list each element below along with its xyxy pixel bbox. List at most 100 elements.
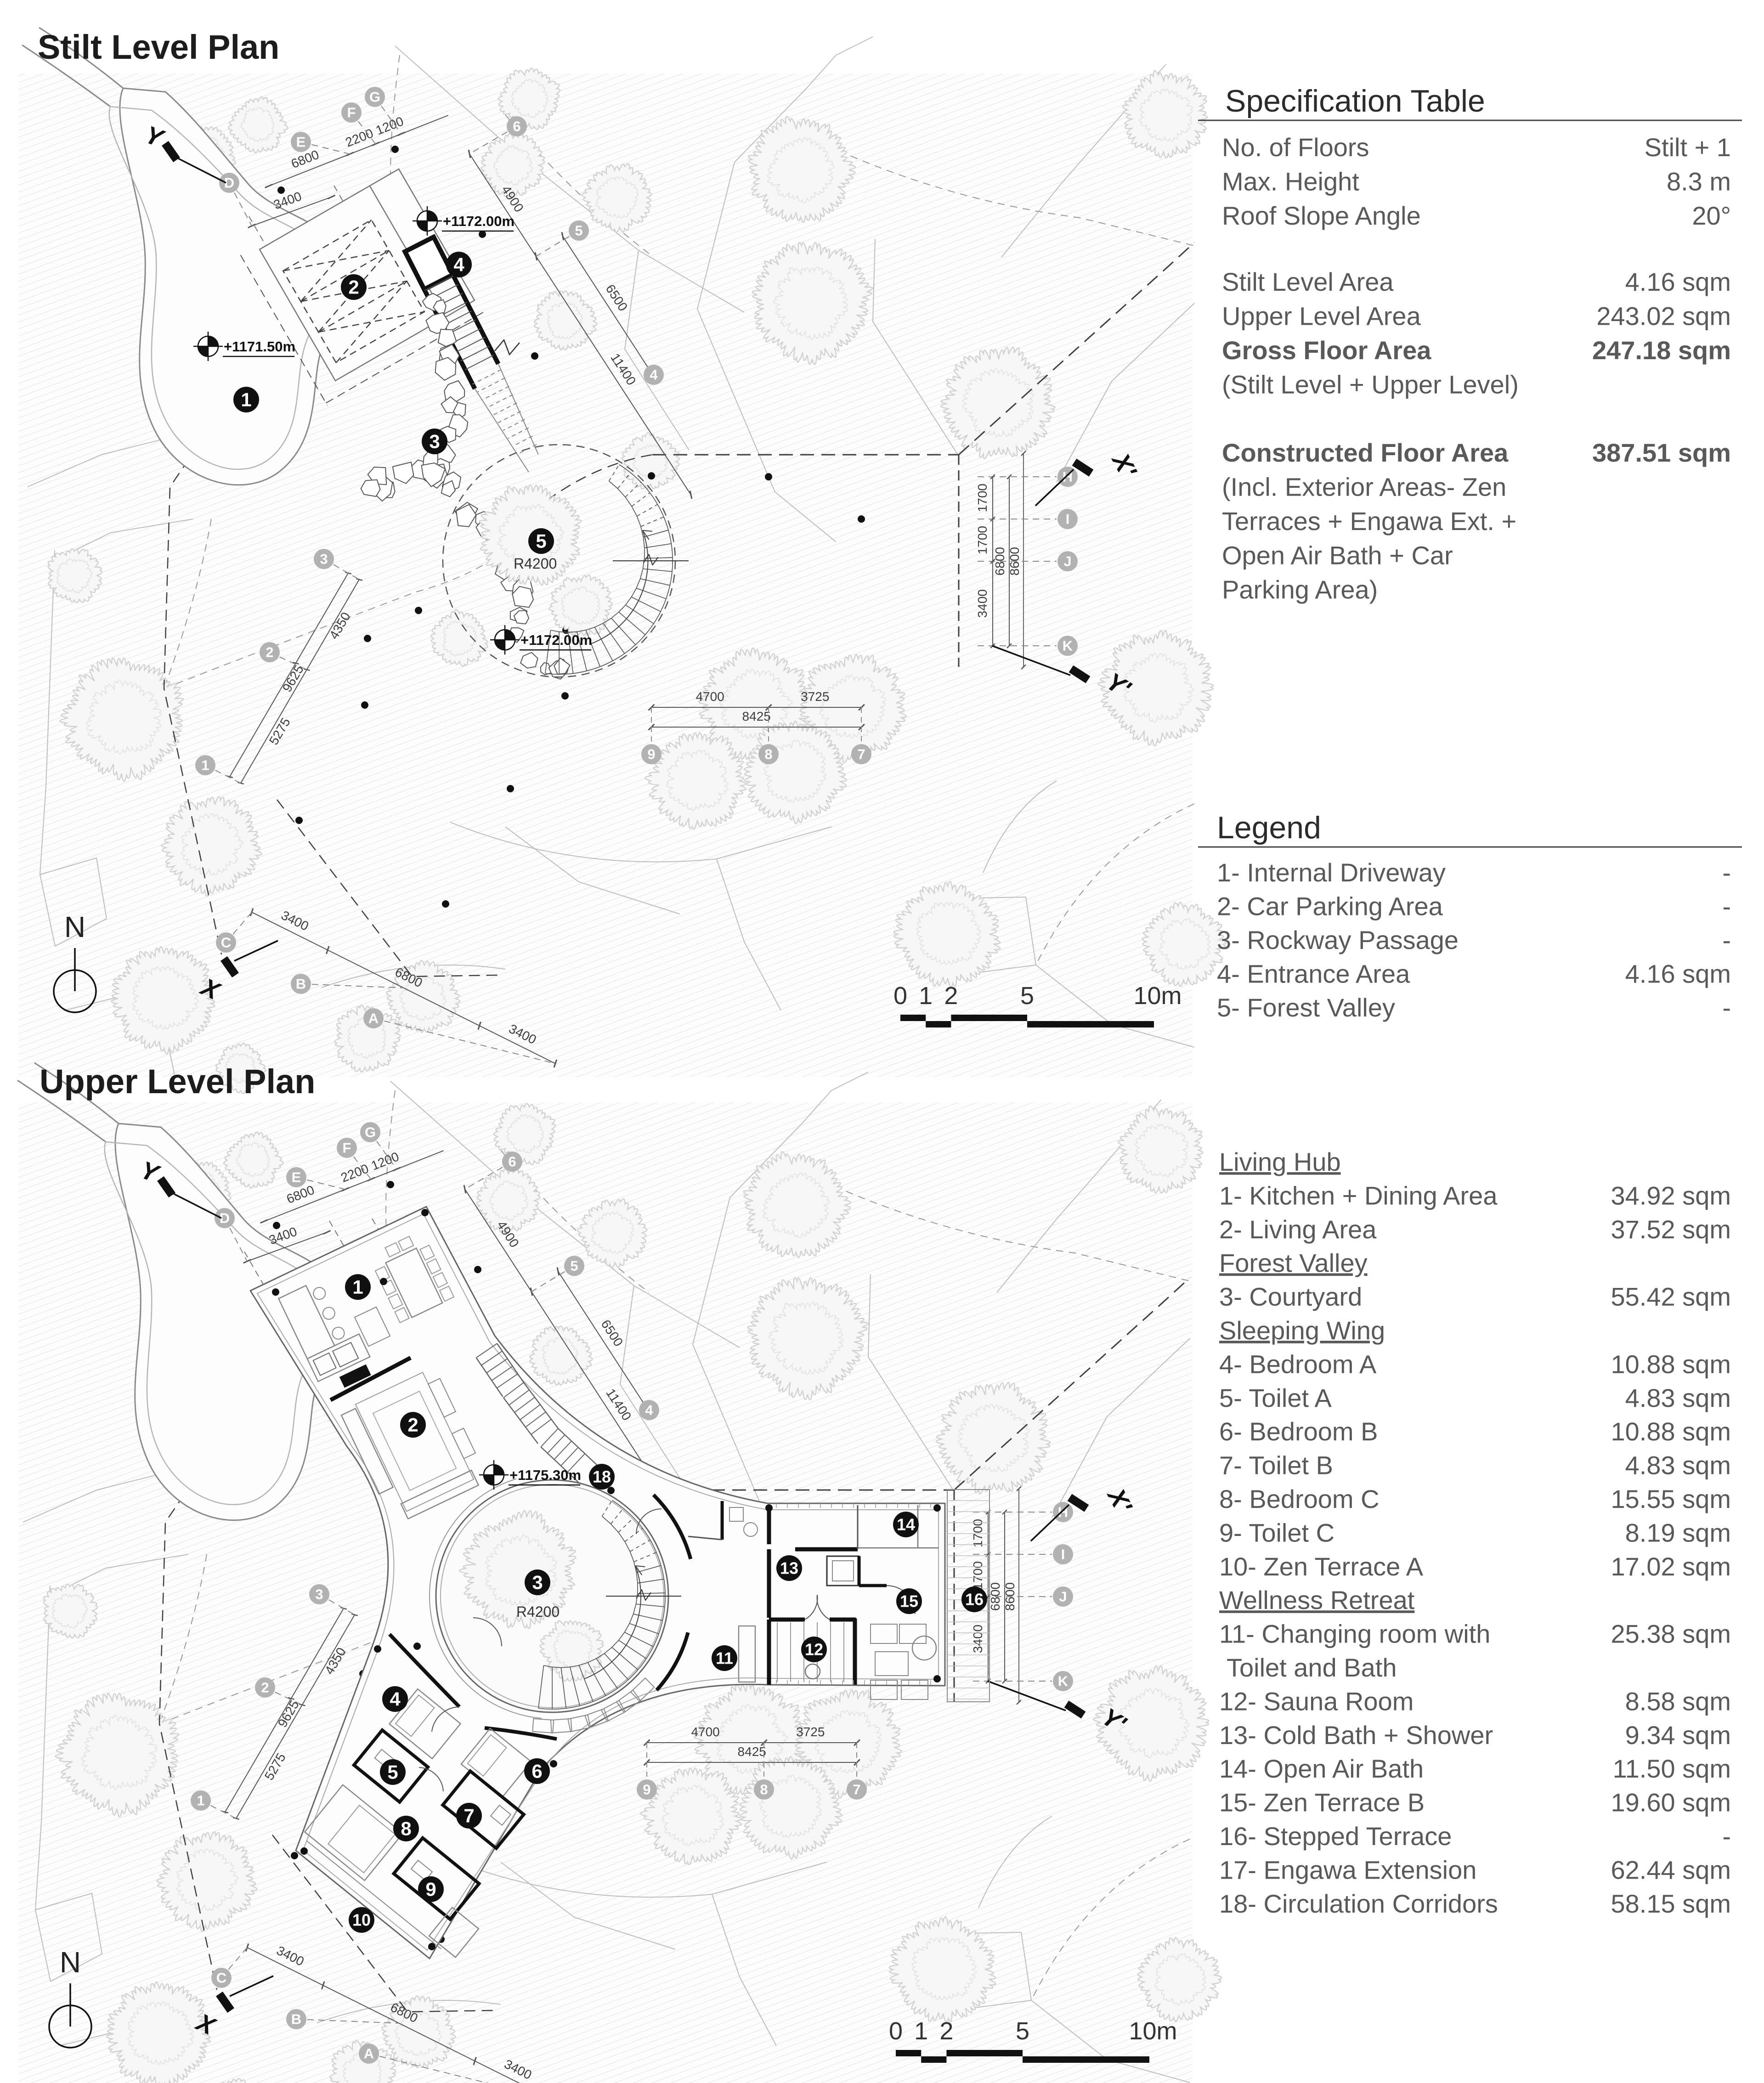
svg-text:20°: 20° <box>1692 201 1731 230</box>
svg-text:37.52 sqm: 37.52 sqm <box>1611 1215 1731 1244</box>
svg-text:34.92 sqm: 34.92 sqm <box>1611 1181 1731 1210</box>
svg-text:+1175.30m: +1175.30m <box>509 1467 581 1483</box>
svg-text:18- Circulation Corridors: 18- Circulation Corridors <box>1219 1889 1498 1918</box>
svg-text:12: 12 <box>805 1640 823 1659</box>
svg-text:18: 18 <box>593 1467 611 1486</box>
svg-text:19.60 sqm: 19.60 sqm <box>1611 1788 1731 1817</box>
svg-text:10.88 sqm: 10.88 sqm <box>1611 1349 1731 1378</box>
svg-text:55.42 sqm: 55.42 sqm <box>1611 1282 1731 1311</box>
svg-text:8.3 m: 8.3 m <box>1667 167 1731 196</box>
svg-text:14: 14 <box>897 1515 915 1534</box>
svg-text:10: 10 <box>352 1910 371 1929</box>
svg-text:11.50 sqm: 11.50 sqm <box>1613 1754 1731 1783</box>
svg-text:-: - <box>1722 858 1731 887</box>
svg-text:16- Stepped Terrace: 16- Stepped Terrace <box>1219 1822 1452 1851</box>
svg-text:5- Toilet A: 5- Toilet A <box>1219 1383 1332 1412</box>
svg-text:1: 1 <box>352 1276 363 1298</box>
svg-text:8.58 sqm: 8.58 sqm <box>1625 1687 1731 1716</box>
svg-text:9.34 sqm: 9.34 sqm <box>1625 1721 1731 1750</box>
svg-text:Terraces + Engawa Ext. +: Terraces + Engawa Ext. + <box>1222 507 1516 536</box>
svg-text:2: 2 <box>348 277 359 298</box>
svg-text:247.18 sqm: 247.18 sqm <box>1592 336 1731 365</box>
svg-text:Roof Slope Angle: Roof Slope Angle <box>1222 201 1421 230</box>
svg-text:Stilt Level Area: Stilt Level Area <box>1222 267 1394 296</box>
svg-text:1- Internal Driveway: 1- Internal Driveway <box>1217 858 1446 887</box>
svg-text:12- Sauna Room: 12- Sauna Room <box>1219 1687 1413 1716</box>
svg-text:6: 6 <box>531 1761 542 1782</box>
svg-text:R4200: R4200 <box>516 1603 560 1620</box>
svg-text:No. of Floors: No. of Floors <box>1222 133 1369 162</box>
svg-text:2- Living Area: 2- Living Area <box>1219 1215 1377 1244</box>
svg-text:10- Zen Terrace A: 10- Zen Terrace A <box>1219 1552 1424 1581</box>
svg-text:4.83 sqm: 4.83 sqm <box>1625 1451 1731 1480</box>
svg-text:11- Changing room with: 11- Changing room with <box>1219 1620 1490 1648</box>
svg-text:Stilt Level Plan: Stilt Level Plan <box>38 28 279 66</box>
svg-text:4.83 sqm: 4.83 sqm <box>1625 1383 1731 1412</box>
svg-text:3: 3 <box>429 431 440 452</box>
svg-text:Forest Valley: Forest Valley <box>1219 1248 1368 1277</box>
svg-text:5- Forest Valley: 5- Forest Valley <box>1217 993 1395 1022</box>
svg-text:1- Kitchen + Dining Area: 1- Kitchen + Dining Area <box>1219 1181 1498 1210</box>
svg-text:Upper Level Plan: Upper Level Plan <box>40 1062 315 1101</box>
svg-text:243.02 sqm: 243.02 sqm <box>1596 302 1731 331</box>
svg-text:4: 4 <box>453 254 464 276</box>
svg-text:8- Bedroom C: 8- Bedroom C <box>1219 1485 1380 1513</box>
svg-text:6- Bedroom B: 6- Bedroom B <box>1219 1417 1378 1446</box>
svg-text:58.15 sqm: 58.15 sqm <box>1611 1889 1731 1918</box>
svg-text:16: 16 <box>965 1590 984 1609</box>
svg-text:9- Toilet C: 9- Toilet C <box>1219 1518 1334 1547</box>
svg-text:3: 3 <box>532 1572 543 1593</box>
svg-text:11: 11 <box>716 1648 733 1667</box>
svg-text:+1171.50m: +1171.50m <box>224 339 295 355</box>
svg-text:Constructed Floor Area: Constructed Floor Area <box>1222 438 1509 467</box>
svg-text:Stilt + 1: Stilt + 1 <box>1645 133 1731 162</box>
svg-text:9: 9 <box>425 1879 436 1900</box>
svg-text:(Stilt Level + Upper Level): (Stilt Level + Upper Level) <box>1222 370 1519 399</box>
svg-text:14- Open Air Bath: 14- Open Air Bath <box>1219 1754 1424 1783</box>
svg-text:Specification Table: Specification Table <box>1225 84 1485 119</box>
svg-text:4- Entrance Area: 4- Entrance Area <box>1217 960 1410 988</box>
svg-text:15.55 sqm: 15.55 sqm <box>1611 1485 1731 1513</box>
svg-text:15: 15 <box>900 1592 918 1610</box>
svg-text:-: - <box>1722 892 1731 921</box>
svg-text:Sleeping Wing: Sleeping Wing <box>1219 1316 1385 1345</box>
svg-text:+1172.00m: +1172.00m <box>443 213 514 229</box>
svg-text:5: 5 <box>536 531 546 552</box>
svg-text:Gross Floor Area: Gross Floor Area <box>1222 336 1431 365</box>
svg-text:5: 5 <box>387 1761 398 1783</box>
svg-text:Wellness Retreat: Wellness Retreat <box>1219 1586 1415 1614</box>
svg-text:Upper Level Area: Upper Level Area <box>1222 302 1421 331</box>
svg-text:+1172.00m: +1172.00m <box>520 632 592 648</box>
svg-text:62.44 sqm: 62.44 sqm <box>1611 1855 1731 1884</box>
svg-text:-: - <box>1722 1822 1731 1851</box>
svg-text:8: 8 <box>401 1818 411 1840</box>
svg-text:10.88 sqm: 10.88 sqm <box>1611 1417 1731 1446</box>
svg-text:8.19 sqm: 8.19 sqm <box>1625 1518 1731 1547</box>
svg-text:Max. Height: Max. Height <box>1222 167 1359 196</box>
svg-text:Parking Area): Parking Area) <box>1222 575 1378 604</box>
svg-text:-: - <box>1722 993 1731 1022</box>
svg-text:13- Cold Bath + Shower: 13- Cold Bath + Shower <box>1219 1721 1493 1750</box>
svg-text:3- Rockway Passage: 3- Rockway Passage <box>1217 926 1459 954</box>
svg-text:7: 7 <box>464 1805 474 1827</box>
svg-text:R4200: R4200 <box>514 555 557 572</box>
svg-text:17- Engawa Extension: 17- Engawa Extension <box>1219 1855 1476 1884</box>
svg-text:4- Bedroom A: 4- Bedroom A <box>1219 1349 1377 1378</box>
svg-text:13: 13 <box>780 1558 798 1577</box>
svg-text:Open Air Bath + Car: Open Air Bath + Car <box>1222 541 1453 570</box>
svg-text:15- Zen Terrace B: 15- Zen Terrace B <box>1219 1788 1425 1817</box>
svg-text:1: 1 <box>241 389 251 411</box>
svg-text:2: 2 <box>407 1414 418 1436</box>
svg-text:387.51 sqm: 387.51 sqm <box>1592 438 1731 467</box>
svg-text:Living Hub: Living Hub <box>1219 1147 1341 1176</box>
svg-text:4: 4 <box>390 1688 401 1710</box>
svg-text:17.02 sqm: 17.02 sqm <box>1611 1552 1731 1581</box>
svg-text:3- Courtyard: 3- Courtyard <box>1219 1282 1362 1311</box>
svg-text:4.16 sqm: 4.16 sqm <box>1625 960 1731 988</box>
svg-text:4.16 sqm: 4.16 sqm <box>1625 267 1731 296</box>
svg-text:7- Toilet B: 7- Toilet B <box>1219 1451 1333 1480</box>
svg-text:Toilet and Bath: Toilet and Bath <box>1227 1653 1396 1682</box>
svg-text:2- Car Parking Area: 2- Car Parking Area <box>1217 892 1443 921</box>
svg-text:Legend: Legend <box>1217 810 1321 845</box>
svg-text:25.38 sqm: 25.38 sqm <box>1611 1620 1731 1648</box>
